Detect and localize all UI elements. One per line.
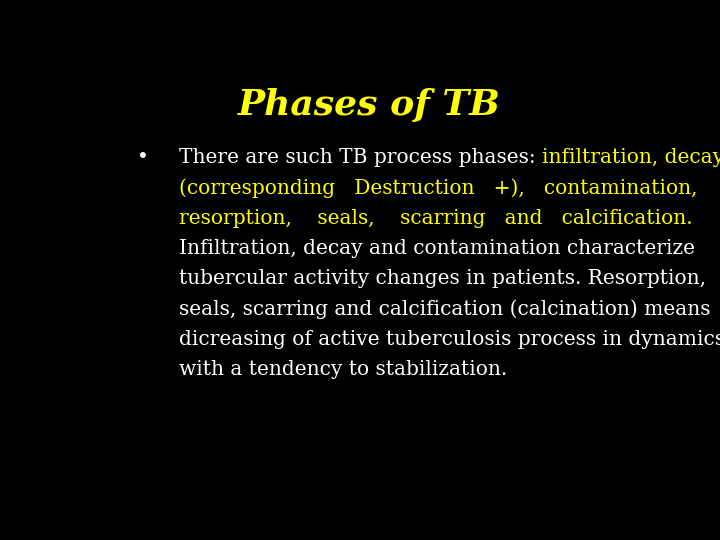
Text: Phases of TB: Phases of TB — [238, 87, 500, 122]
Text: infiltration, decay: infiltration, decay — [542, 148, 720, 167]
Text: tubercular activity changes in patients. Resorption,: tubercular activity changes in patients.… — [179, 269, 706, 288]
Text: (corresponding   Destruction   +),   contamination,: (corresponding Destruction +), contamina… — [179, 178, 698, 198]
Text: with a tendency to stabilization.: with a tendency to stabilization. — [179, 360, 508, 380]
Text: Infiltration, decay and contamination characterize: Infiltration, decay and contamination ch… — [179, 239, 696, 258]
Text: resorption,    seals,    scarring   and   calcification.: resorption, seals, scarring and calcific… — [179, 208, 693, 228]
Text: •: • — [138, 148, 149, 167]
Text: seals, scarring and calcification (calcination) means: seals, scarring and calcification (calci… — [179, 300, 711, 319]
Text: dicreasing of active tuberculosis process in dynamics: dicreasing of active tuberculosis proces… — [179, 330, 720, 349]
Text: There are such TB process phases:: There are such TB process phases: — [179, 148, 542, 167]
